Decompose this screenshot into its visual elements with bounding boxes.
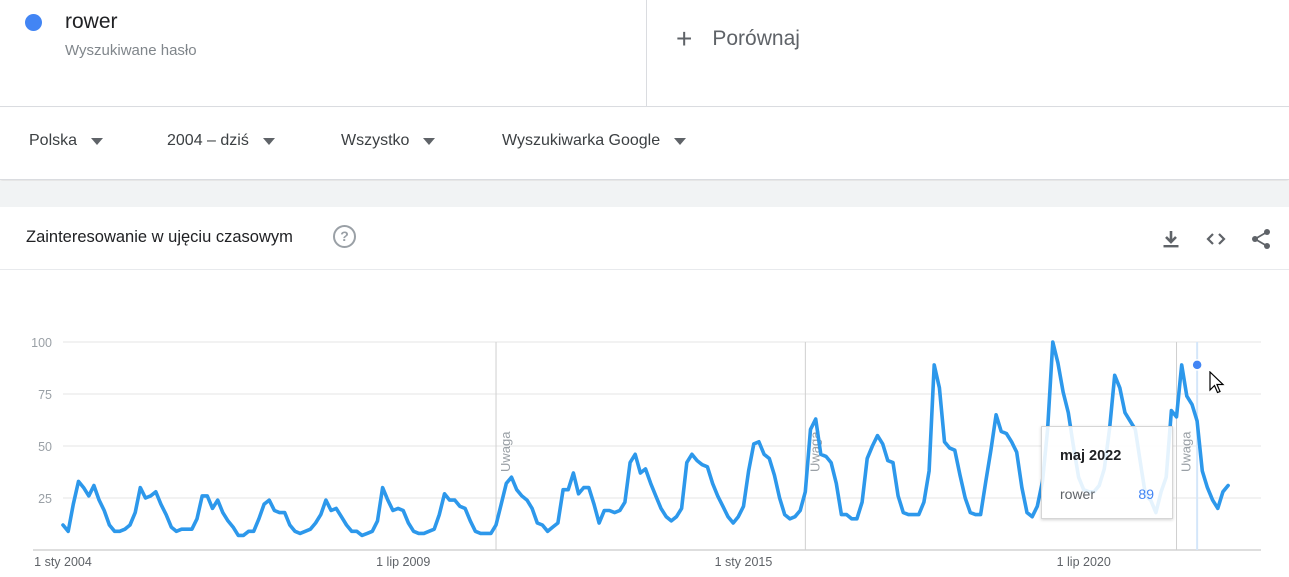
caret-down-icon bbox=[674, 137, 687, 145]
series-line-rower bbox=[61, 340, 1230, 538]
compare-label: Porównaj bbox=[712, 27, 800, 50]
compare-button[interactable]: + Porównaj bbox=[676, 22, 800, 56]
help-icon[interactable]: ? bbox=[333, 225, 356, 248]
region-filter-label: Polska bbox=[29, 132, 78, 149]
caret-down-icon bbox=[262, 137, 275, 145]
filters-bar: Polska 2004 – dziś Wszystko Wyszukiwarka… bbox=[0, 108, 1289, 180]
category-filter-dropdown[interactable]: Wszystko bbox=[341, 132, 436, 150]
card-title: Zainteresowanie w ujęciu czasowym bbox=[26, 228, 293, 246]
series-color-dot bbox=[25, 14, 42, 31]
annotation-label: Uwaga bbox=[498, 431, 513, 472]
search-type-filter-dropdown[interactable]: Wyszukiwarka Google bbox=[502, 132, 687, 150]
mouse-cursor-icon bbox=[1209, 371, 1225, 394]
annotation-label: Uwaga bbox=[1179, 431, 1194, 472]
caret-down-icon bbox=[91, 137, 104, 145]
search-term-card[interactable]: rower Wyszukiwane hasło bbox=[0, 0, 647, 107]
chart-tooltip: maj 2022 rower 89 bbox=[1041, 426, 1173, 519]
x-tick-label: 1 sty 2004 bbox=[34, 555, 92, 569]
section-divider bbox=[0, 181, 1289, 207]
x-tick-label: 1 lip 2009 bbox=[376, 555, 430, 569]
share-icon[interactable] bbox=[1249, 227, 1273, 251]
search-terms-bar: rower Wyszukiwane hasło + Porównaj bbox=[0, 0, 1289, 107]
caret-down-icon bbox=[423, 137, 436, 145]
x-tick-label: 1 lip 2020 bbox=[1057, 555, 1111, 569]
region-filter-dropdown[interactable]: Polska bbox=[29, 132, 104, 150]
y-tick-label: 75 bbox=[38, 388, 52, 402]
search-term-type: Wyszukiwane hasło bbox=[65, 42, 197, 59]
tooltip-series-name: rower bbox=[1060, 486, 1096, 502]
time-range-filter-label: 2004 – dziś bbox=[167, 132, 249, 149]
tooltip-value: 89 bbox=[1138, 486, 1154, 502]
search-type-filter-label: Wyszukiwarka Google bbox=[502, 132, 661, 149]
search-term-name[interactable]: rower bbox=[65, 10, 118, 33]
time-range-filter-dropdown[interactable]: 2004 – dziś bbox=[167, 132, 275, 150]
tooltip-date: maj 2022 bbox=[1060, 448, 1122, 464]
y-tick-label: 50 bbox=[38, 440, 52, 454]
card-header: Zainteresowanie w ujęciu czasowym ? bbox=[0, 207, 1289, 270]
y-tick-label: 100 bbox=[31, 336, 52, 350]
highlight-point bbox=[1191, 359, 1203, 371]
category-filter-label: Wszystko bbox=[341, 132, 410, 149]
y-tick-label: 25 bbox=[38, 492, 52, 506]
x-tick-label: 1 sty 2015 bbox=[715, 555, 773, 569]
embed-icon[interactable] bbox=[1204, 227, 1228, 251]
download-icon[interactable] bbox=[1159, 227, 1183, 251]
plus-icon: + bbox=[676, 23, 693, 54]
